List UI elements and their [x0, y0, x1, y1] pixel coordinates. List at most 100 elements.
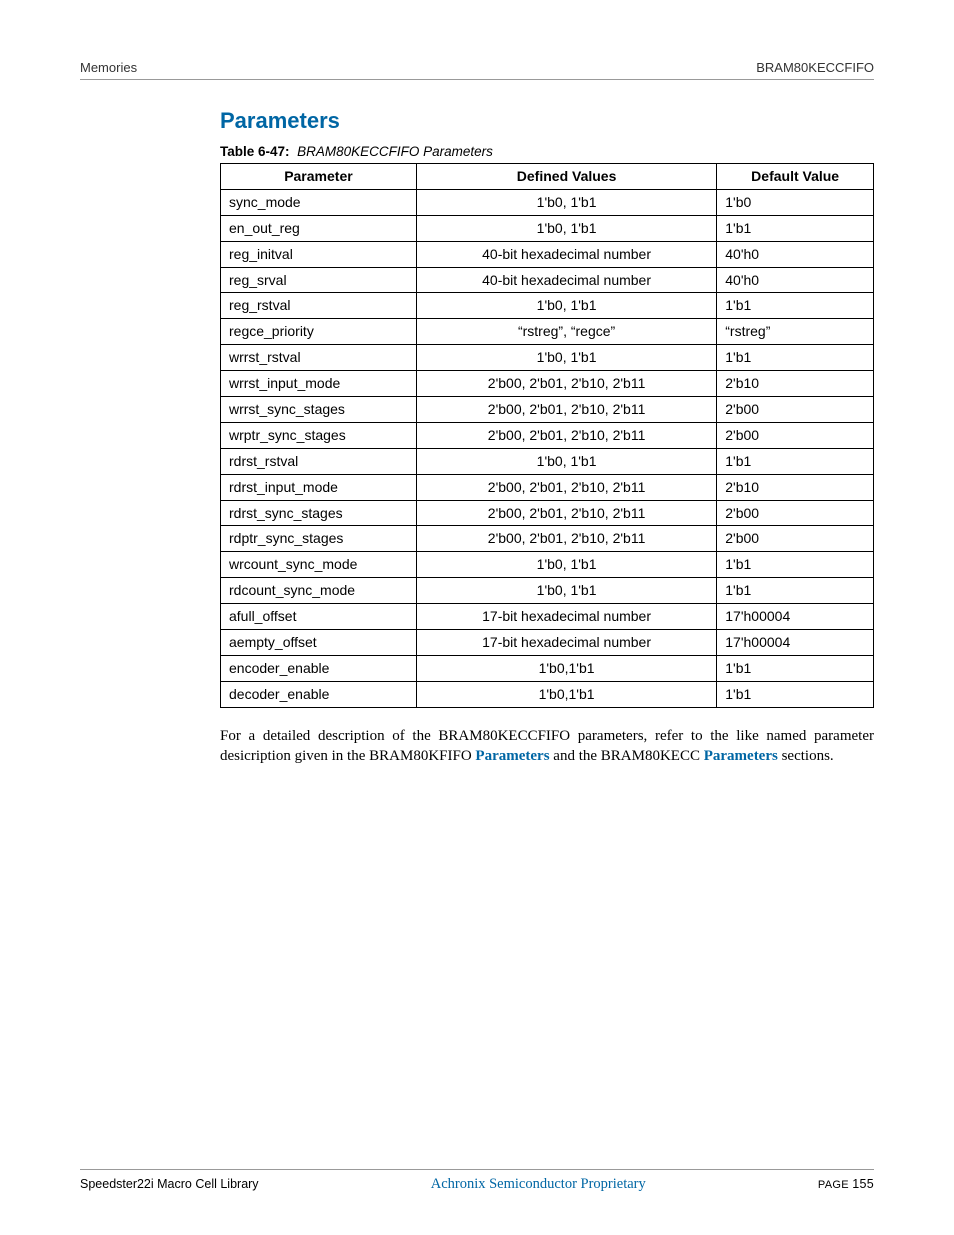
cell-default-value: 2'b00: [717, 526, 874, 552]
cell-parameter: reg_rstval: [221, 293, 417, 319]
cell-defined-values: 17-bit hexadecimal number: [416, 604, 716, 630]
cell-defined-values: 1'b0, 1'b1: [416, 215, 716, 241]
cell-default-value: 17'h00004: [717, 604, 874, 630]
cell-parameter: rdcount_sync_mode: [221, 578, 417, 604]
table-row: encoder_enable1'b0,1'b11'b1: [221, 655, 874, 681]
cell-defined-values: 40-bit hexadecimal number: [416, 241, 716, 267]
section-title: Parameters: [220, 108, 874, 134]
cell-default-value: “rstreg”: [717, 319, 874, 345]
cell-parameter: wrptr_sync_stages: [221, 422, 417, 448]
footer-page-number: 155: [852, 1177, 874, 1191]
cell-parameter: wrrst_sync_stages: [221, 397, 417, 423]
cell-parameter: encoder_enable: [221, 655, 417, 681]
cell-default-value: 2'b00: [717, 500, 874, 526]
table-row: decoder_enable1'b0,1'b11'b1: [221, 681, 874, 707]
cell-parameter: rdrst_sync_stages: [221, 500, 417, 526]
cell-defined-values: 1'b0, 1'b1: [416, 293, 716, 319]
cell-defined-values: 2'b00, 2'b01, 2'b10, 2'b11: [416, 422, 716, 448]
table-row: wrrst_rstval1'b0, 1'b11'b1: [221, 345, 874, 371]
cell-defined-values: 40-bit hexadecimal number: [416, 267, 716, 293]
table-caption: Table 6-47: BRAM80KECCFIFO Parameters: [220, 144, 874, 159]
cell-parameter: en_out_reg: [221, 215, 417, 241]
cell-parameter: decoder_enable: [221, 681, 417, 707]
cell-default-value: 1'b1: [717, 681, 874, 707]
cell-default-value: 1'b1: [717, 552, 874, 578]
parameters-table: Parameter Defined Values Default Value s…: [220, 163, 874, 708]
table-row: wrrst_input_mode2'b00, 2'b01, 2'b10, 2'b…: [221, 371, 874, 397]
table-row: rdcount_sync_mode1'b0, 1'b11'b1: [221, 578, 874, 604]
table-caption-title: BRAM80KECCFIFO Parameters: [297, 144, 493, 159]
col-defined-values: Defined Values: [416, 164, 716, 190]
cell-defined-values: 1'b0, 1'b1: [416, 578, 716, 604]
table-row: wrrst_sync_stages2'b00, 2'b01, 2'b10, 2'…: [221, 397, 874, 423]
cell-defined-values: 2'b00, 2'b01, 2'b10, 2'b11: [416, 397, 716, 423]
cell-default-value: 1'b1: [717, 655, 874, 681]
cell-parameter: wrcount_sync_mode: [221, 552, 417, 578]
cell-defined-values: 17-bit hexadecimal number: [416, 630, 716, 656]
cell-default-value: 40'h0: [717, 241, 874, 267]
cell-default-value: 2'b00: [717, 397, 874, 423]
cell-parameter: rdptr_sync_stages: [221, 526, 417, 552]
cell-parameter: reg_initval: [221, 241, 417, 267]
link-parameters-1[interactable]: Parameters: [475, 748, 549, 764]
cell-defined-values: 2'b00, 2'b01, 2'b10, 2'b11: [416, 474, 716, 500]
cell-parameter: wrrst_rstval: [221, 345, 417, 371]
table-row: reg_initval40-bit hexadecimal number40'h…: [221, 241, 874, 267]
cell-defined-values: 1'b0,1'b1: [416, 681, 716, 707]
table-row: aempty_offset17-bit hexadecimal number17…: [221, 630, 874, 656]
cell-default-value: 1'b1: [717, 448, 874, 474]
page: Memories BRAM80KECCFIFO Parameters Table…: [0, 0, 954, 1235]
para-text: and the BRAM80KECC: [550, 748, 704, 764]
table-row: wrcount_sync_mode1'b0, 1'b11'b1: [221, 552, 874, 578]
table-row: rdrst_input_mode2'b00, 2'b01, 2'b10, 2'b…: [221, 474, 874, 500]
header-left: Memories: [80, 60, 137, 75]
cell-parameter: rdrst_input_mode: [221, 474, 417, 500]
col-default-value: Default Value: [717, 164, 874, 190]
cell-parameter: reg_srval: [221, 267, 417, 293]
cell-defined-values: 1'b0, 1'b1: [416, 552, 716, 578]
cell-parameter: sync_mode: [221, 189, 417, 215]
cell-defined-values: 2'b00, 2'b01, 2'b10, 2'b11: [416, 371, 716, 397]
page-header: Memories BRAM80KECCFIFO: [80, 60, 874, 80]
table-row: reg_srval40-bit hexadecimal number40'h0: [221, 267, 874, 293]
table-row: regce_priority“rstreg”, “regce”“rstreg”: [221, 319, 874, 345]
table-row: rdrst_sync_stages2'b00, 2'b01, 2'b10, 2'…: [221, 500, 874, 526]
cell-parameter: afull_offset: [221, 604, 417, 630]
cell-default-value: 2'b10: [717, 371, 874, 397]
footer-left: Speedster22i Macro Cell Library: [80, 1177, 259, 1191]
table-row: rdptr_sync_stages2'b00, 2'b01, 2'b10, 2'…: [221, 526, 874, 552]
table-body: sync_mode1'b0, 1'b11'b0en_out_reg1'b0, 1…: [221, 189, 874, 707]
cell-parameter: regce_priority: [221, 319, 417, 345]
table-row: sync_mode1'b0, 1'b11'b0: [221, 189, 874, 215]
table-row: afull_offset17-bit hexadecimal number17'…: [221, 604, 874, 630]
cell-default-value: 1'b0: [717, 189, 874, 215]
cell-defined-values: “rstreg”, “regce”: [416, 319, 716, 345]
cell-defined-values: 1'b0, 1'b1: [416, 345, 716, 371]
table-row: wrptr_sync_stages2'b00, 2'b01, 2'b10, 2'…: [221, 422, 874, 448]
content-area: Parameters Table 6-47: BRAM80KECCFIFO Pa…: [220, 108, 874, 766]
cell-defined-values: 1'b0, 1'b1: [416, 448, 716, 474]
cell-default-value: 1'b1: [717, 215, 874, 241]
cell-default-value: 1'b1: [717, 578, 874, 604]
cell-default-value: 40'h0: [717, 267, 874, 293]
table-row: reg_rstval1'b0, 1'b11'b1: [221, 293, 874, 319]
cell-defined-values: 2'b00, 2'b01, 2'b10, 2'b11: [416, 526, 716, 552]
footer-right: PAGE 155: [818, 1177, 874, 1191]
cell-default-value: 1'b1: [717, 293, 874, 319]
cell-parameter: wrrst_input_mode: [221, 371, 417, 397]
col-parameter: Parameter: [221, 164, 417, 190]
description-paragraph: For a detailed description of the BRAM80…: [220, 726, 874, 767]
cell-defined-values: 2'b00, 2'b01, 2'b10, 2'b11: [416, 500, 716, 526]
cell-parameter: rdrst_rstval: [221, 448, 417, 474]
para-text: sections.: [778, 748, 834, 764]
cell-defined-values: 1'b0,1'b1: [416, 655, 716, 681]
table-row: en_out_reg1'b0, 1'b11'b1: [221, 215, 874, 241]
cell-defined-values: 1'b0, 1'b1: [416, 189, 716, 215]
cell-default-value: 1'b1: [717, 345, 874, 371]
link-parameters-2[interactable]: Parameters: [704, 748, 778, 764]
page-footer: Speedster22i Macro Cell Library Achronix…: [80, 1169, 874, 1193]
cell-parameter: aempty_offset: [221, 630, 417, 656]
cell-default-value: 2'b10: [717, 474, 874, 500]
table-caption-label: Table 6-47:: [220, 144, 290, 159]
footer-center: Achronix Semiconductor Proprietary: [431, 1176, 646, 1193]
